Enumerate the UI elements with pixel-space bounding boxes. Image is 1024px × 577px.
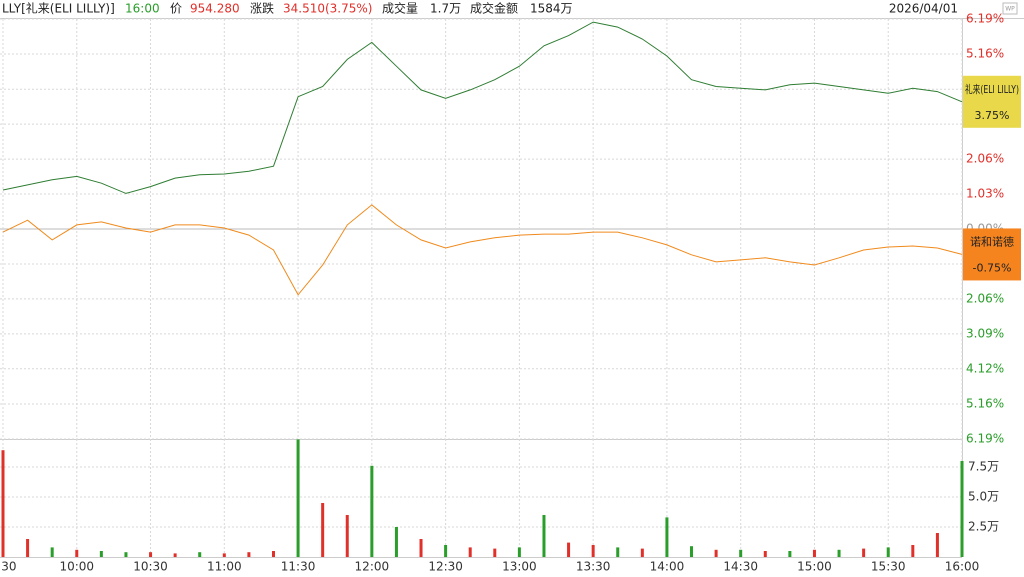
volume-bar <box>99 551 103 557</box>
volume-bar <box>739 549 743 557</box>
volume-bar <box>837 549 841 557</box>
volume-bar <box>763 551 767 557</box>
volume-label: 成交量 <box>382 1 418 16</box>
y-tick-label: 1.03% <box>966 187 1004 201</box>
svg-text:WP: WP <box>1005 6 1015 13</box>
amount: 1584万 <box>530 2 573 16</box>
y-tick-label: 5.0万 <box>968 490 999 504</box>
volume-bar <box>616 547 620 557</box>
volume-bar <box>50 547 54 557</box>
volume-bar <box>321 503 325 557</box>
x-tick-label: 12:00 <box>355 560 390 574</box>
volume-bar <box>271 551 275 557</box>
x-tick-label: 10:30 <box>133 560 168 574</box>
line <box>2 204 963 296</box>
volume-bar <box>198 552 202 557</box>
x-tick-label: 14:00 <box>650 560 685 574</box>
volume-bar <box>370 465 374 557</box>
volume-bar <box>296 439 300 557</box>
end-label: 诺和诺德 -0.75% <box>963 228 1021 281</box>
y-tick-label: 6.19% <box>966 432 1004 446</box>
volume-bar <box>419 539 423 557</box>
amount-label: 成交金额 <box>470 1 518 16</box>
volume-bar <box>345 515 349 557</box>
volume-bar <box>26 539 30 557</box>
volume-bar <box>862 548 866 557</box>
volume-bar <box>812 549 816 557</box>
y-tick-label: 2.5万 <box>968 520 999 534</box>
x-tick-label: 16:00 <box>945 560 980 574</box>
volume-bar <box>247 552 251 557</box>
volume-bar <box>468 547 472 557</box>
end-label-box <box>963 75 1021 128</box>
y-tick-label: 4.12% <box>966 361 1004 375</box>
volume-bar <box>690 546 694 557</box>
volume-bar <box>665 517 669 557</box>
change: 34.510(3.75%) <box>283 2 372 16</box>
x-tick-label: 15:30 <box>871 560 906 574</box>
end-label-box <box>963 228 1021 281</box>
series-name: 诺和诺德 <box>970 234 1014 248</box>
price: 954.280 <box>190 2 240 16</box>
volume-bar <box>960 461 964 557</box>
volume-bar <box>886 547 890 557</box>
volume-bar <box>911 545 915 557</box>
volume-bar <box>1 450 5 557</box>
y-tick-label: 5.16% <box>966 397 1004 411</box>
change-label: 涨跌 <box>250 1 274 16</box>
end-label: 礼来(ELI LILLY) 3.75% <box>963 75 1021 128</box>
y-tick-label: 7.5万 <box>968 460 999 474</box>
symbol: LLY[礼来(ELI LILLY)] <box>2 1 115 16</box>
volume-bar <box>640 548 644 557</box>
volume-bar <box>149 552 153 557</box>
end-value-label: -0.75% <box>973 261 1012 274</box>
volume-bar <box>124 552 128 557</box>
y-tick-label: 2.06% <box>966 152 1004 166</box>
volume-bar <box>444 545 448 557</box>
x-tick-label: 9:30 <box>0 560 16 574</box>
volume-bar <box>75 549 79 557</box>
volume-bar <box>567 542 571 557</box>
logo: WP <box>1002 2 1018 15</box>
price-label: 价 <box>170 2 182 16</box>
x-tick-label: 15:00 <box>797 560 832 574</box>
volume-bar <box>222 553 226 557</box>
y-tick-label: 6.19% <box>966 12 1004 26</box>
volume-bar <box>394 527 398 557</box>
x-tick-label: 13:30 <box>576 560 611 574</box>
volume-bar <box>591 545 595 557</box>
series-name: 礼来(ELI LILLY) <box>965 82 1019 96</box>
volume-bar <box>517 547 521 557</box>
x-tick-label: 12:30 <box>428 560 463 574</box>
y-tick-label: 5.16% <box>966 46 1004 60</box>
line <box>2 21 963 194</box>
x-tick-label: 10:00 <box>59 560 94 574</box>
volume-bar <box>714 549 718 557</box>
volume-bar <box>173 553 177 557</box>
volume: 1.7万 <box>430 2 461 16</box>
volume-bar <box>542 515 546 557</box>
volume-bar <box>788 551 792 557</box>
x-tick-label: 13:00 <box>502 560 537 574</box>
end-value-label: 3.75% <box>975 109 1010 122</box>
y-tick-label: 2.06% <box>966 291 1004 305</box>
x-tick-label: 11:00 <box>207 560 242 574</box>
x-tick-label: 14:30 <box>723 560 758 574</box>
y-tick-label: 3.09% <box>966 326 1004 340</box>
time: 16:00 <box>125 2 160 16</box>
x-tick-label: 11:30 <box>281 560 316 574</box>
volume-bar <box>493 548 497 557</box>
date: 2026/04/01 <box>889 2 958 16</box>
volume-bar <box>935 533 939 557</box>
